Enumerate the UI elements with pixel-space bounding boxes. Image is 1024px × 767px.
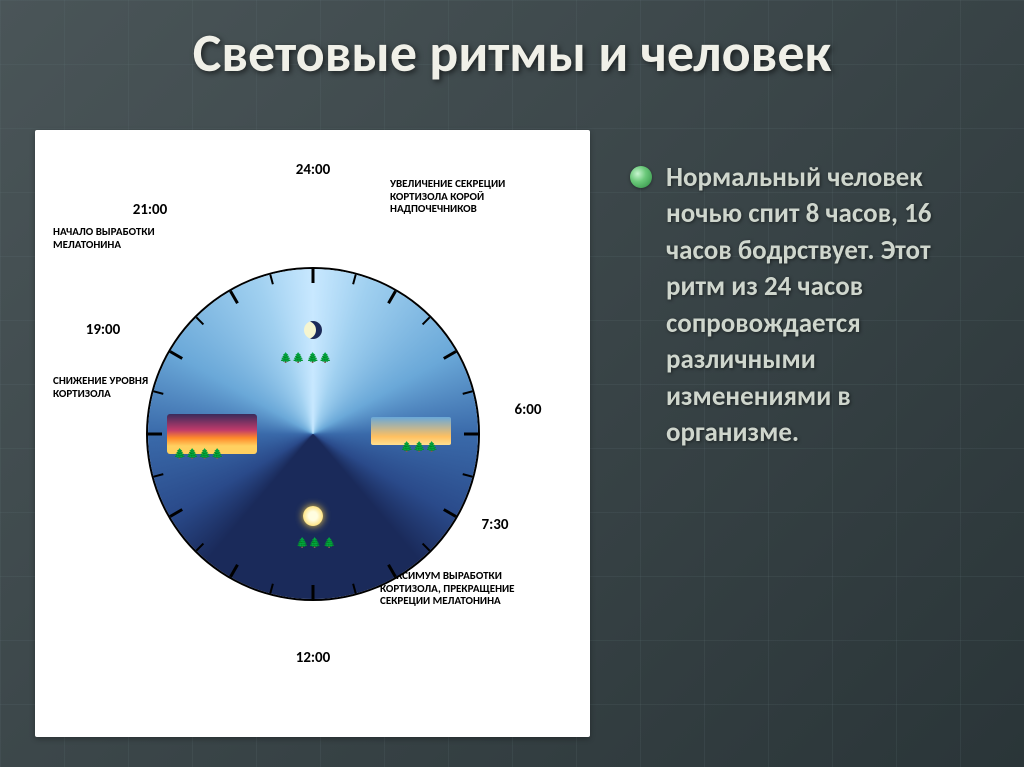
clock-tick xyxy=(195,316,203,324)
clock-time-label: 21:00 xyxy=(133,201,168,219)
slide-title: Световые ритмы и человек xyxy=(0,20,1024,86)
clock-tick xyxy=(153,390,163,395)
content-row: 24:00 21:00 19:00 12:00 7:30 6:00 УВЕЛИЧЕНИЕ С… xyxy=(35,130,984,737)
clock-tick xyxy=(462,390,472,395)
clock-tick xyxy=(195,542,203,550)
clock-tick xyxy=(387,564,397,578)
bullet-row: Нормальный человек ночью спит 8 часов, 1… xyxy=(630,160,984,452)
clock-tick xyxy=(269,583,274,593)
clock-tick xyxy=(153,473,163,478)
clock-time-label: 7:30 xyxy=(482,516,509,534)
clock-tick xyxy=(169,508,183,518)
sun-icon xyxy=(303,506,323,526)
clock-tick xyxy=(148,432,162,435)
clock-tick xyxy=(269,274,274,284)
clock-time-label: 12:00 xyxy=(296,649,331,667)
clock-time-label: 6:00 xyxy=(515,401,542,419)
clock-tick xyxy=(229,290,239,304)
globe-bullet-icon xyxy=(630,166,652,188)
clock-tick xyxy=(387,290,397,304)
clock-annotation: НАЧАЛО ВЫРАБОТКИ МЕЛАТОНИНА xyxy=(53,226,163,251)
clock-tick xyxy=(443,350,457,360)
text-panel: Нормальный человек ночью спит 8 часов, 1… xyxy=(630,130,984,737)
moon-icon xyxy=(304,321,322,339)
clock-tick xyxy=(462,473,472,478)
clock-time-label: 19:00 xyxy=(86,321,121,339)
clock-annotation: СНИЖЕНИЕ УРОВНЯ КОРТИЗОЛА xyxy=(53,375,153,400)
clock-tick xyxy=(464,432,478,435)
trees-day: 🌲🌲 🌲 xyxy=(296,536,336,549)
clock-tick xyxy=(311,585,314,599)
clock-tick xyxy=(421,316,429,324)
clock-annotation: УВЕЛИЧЕНИЕ СЕКРЕЦИИ КОРТИЗОЛА КОРОЙ НАДП… xyxy=(390,178,550,216)
clock-tick xyxy=(229,564,239,578)
body-text: Нормальный человек ночью спит 8 часов, 1… xyxy=(666,160,984,452)
clock-tick xyxy=(311,269,314,283)
circadian-clock-diagram: 24:00 21:00 19:00 12:00 7:30 6:00 УВЕЛИЧЕНИЕ С… xyxy=(35,130,590,737)
clock-tick xyxy=(352,274,357,284)
clock-tick xyxy=(421,542,429,550)
clock-tick xyxy=(352,583,357,593)
trees-dawn: 🌲🌲🌲 xyxy=(401,440,438,453)
clock-tick xyxy=(169,350,183,360)
clock-time-label: 24:00 xyxy=(296,161,331,179)
trees-night: 🌲🌲 🌲🌲 xyxy=(280,351,332,364)
trees-dusk: 🌲🌲🌲🌲 xyxy=(174,447,224,460)
clock-face: 🌲🌲 🌲🌲 🌲🌲🌲 🌲🌲 🌲 🌲🌲🌲🌲 xyxy=(148,269,478,599)
clock-wrap: 🌲🌲 🌲🌲 🌲🌲🌲 🌲🌲 🌲 🌲🌲🌲🌲 xyxy=(148,269,478,599)
clock-tick xyxy=(443,508,457,518)
